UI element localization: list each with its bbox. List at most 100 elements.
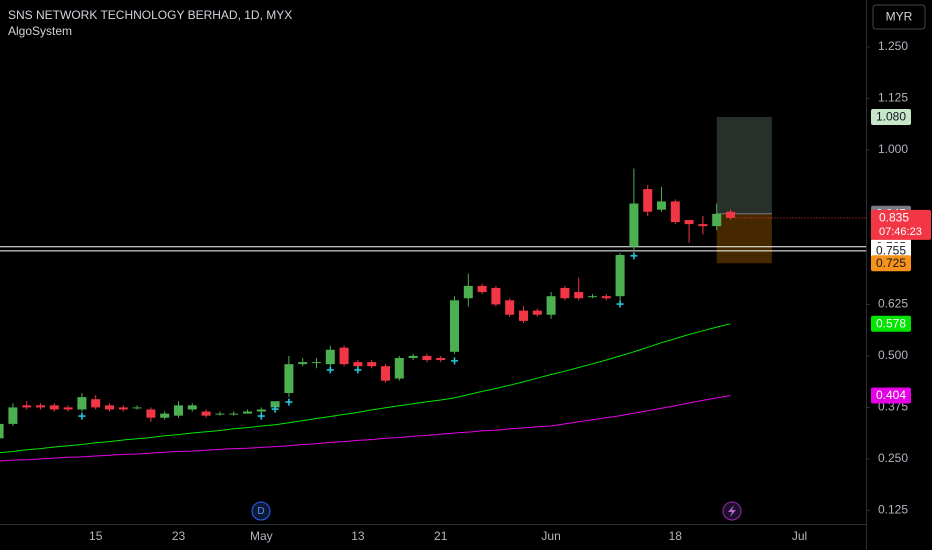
candle-body [174, 405, 183, 416]
candle-body [546, 296, 556, 315]
candle-body [270, 401, 280, 408]
lightning-icon [728, 505, 736, 517]
candle-body [463, 285, 473, 299]
candle-body [574, 292, 584, 299]
y-tick-label: 0.625 [878, 297, 908, 311]
candle-body [132, 407, 142, 409]
candle-body [450, 300, 459, 352]
candle-body [36, 405, 45, 408]
candle-body [312, 362, 321, 364]
y-tick-label: 1.125 [878, 91, 908, 105]
candle-body [643, 189, 653, 212]
candle-body [408, 355, 418, 358]
candle-body [615, 254, 625, 297]
y-tick-label: 0.125 [878, 503, 908, 517]
candle-body [505, 300, 515, 315]
indicator-line [0, 395, 731, 462]
x-tick-label: Jul [792, 529, 807, 543]
candle-body [657, 201, 666, 210]
signal-marker [616, 300, 624, 308]
signal-marker [285, 398, 293, 406]
candle-body [22, 405, 32, 408]
level-label: 0.725 [876, 256, 906, 270]
candle-body [588, 296, 597, 298]
x-tick-label: 18 [669, 529, 683, 543]
chart-title: SNS NETWORK TECHNOLOGY BERHAD, 1D, MYX [8, 8, 292, 22]
candle-body [298, 362, 308, 365]
signal-marker [257, 412, 265, 420]
x-tick-label: Jun [541, 529, 560, 543]
last-value-label: 0.578 [876, 316, 906, 330]
candle-body [684, 219, 694, 225]
currency-button[interactable] [872, 4, 926, 30]
price-axis: 0.1250.2500.3750.5000.6251.0001.1251.250… [866, 39, 931, 517]
x-tick-label: 15 [89, 529, 103, 543]
candle-body [284, 364, 294, 393]
level-label-box [871, 255, 911, 272]
candle-body [698, 224, 708, 227]
candle-body [339, 347, 349, 365]
candle-body [477, 285, 487, 293]
countdown-label: 07:46:23 [879, 226, 922, 238]
candle-body [256, 409, 266, 412]
candle-body [491, 287, 501, 305]
candle-body [8, 407, 18, 424]
candle-body [394, 357, 404, 379]
candle-body [629, 203, 639, 247]
y-tick-label: 1.250 [878, 39, 908, 53]
close-label: 0.835 [879, 211, 909, 225]
candle-body [215, 413, 225, 415]
candle-body [105, 405, 114, 410]
x-tick-label: May [250, 529, 273, 543]
signal-marker [354, 366, 362, 374]
signal-marker [78, 412, 86, 420]
candle-body [353, 362, 363, 367]
candle-body [381, 366, 390, 381]
signal-marker [326, 366, 334, 374]
candle-body [118, 407, 128, 410]
candle-body [422, 355, 432, 361]
x-tick-label: 13 [351, 529, 365, 543]
last-value-label-box [871, 387, 911, 404]
y-tick-label: 1.000 [878, 142, 908, 156]
event-marker[interactable] [251, 501, 271, 521]
signal-marker [630, 252, 638, 260]
y-tick-label: 0.500 [878, 348, 908, 362]
x-tick-label: 23 [172, 529, 186, 543]
candle-body [229, 413, 239, 415]
candle-body [243, 411, 252, 414]
close-label-box [871, 209, 931, 240]
candle-body [77, 397, 87, 410]
candle-body [601, 296, 611, 299]
event-marker-label[interactable]: D [257, 506, 264, 517]
level-label-box [871, 108, 911, 125]
candle-body [712, 213, 722, 227]
candle-body [560, 287, 570, 299]
currency-label[interactable]: MYR [886, 10, 913, 24]
candle-body [436, 357, 446, 361]
candle-body [670, 201, 680, 223]
candle-body [367, 362, 377, 367]
x-tick-label: 21 [434, 529, 448, 543]
candle-body [726, 211, 735, 218]
signal-marker [271, 405, 279, 413]
candle-body [146, 409, 156, 418]
indicator-name: AlgoSystem [8, 24, 72, 38]
candle-body [532, 310, 542, 315]
indicator-line [0, 323, 731, 454]
candle-body [201, 411, 211, 416]
stop-zone [716, 213, 772, 264]
candle-body [63, 407, 73, 410]
level-label: 1.080 [876, 110, 906, 124]
candle-body [91, 399, 101, 408]
y-tick-label: 0.250 [878, 451, 908, 465]
target-zone [716, 116, 772, 214]
candle-body [0, 423, 4, 439]
last-value-label: 0.404 [876, 388, 906, 402]
plot-area [0, 116, 866, 462]
level-label: 0.755 [876, 244, 906, 258]
candle-body [519, 310, 528, 321]
